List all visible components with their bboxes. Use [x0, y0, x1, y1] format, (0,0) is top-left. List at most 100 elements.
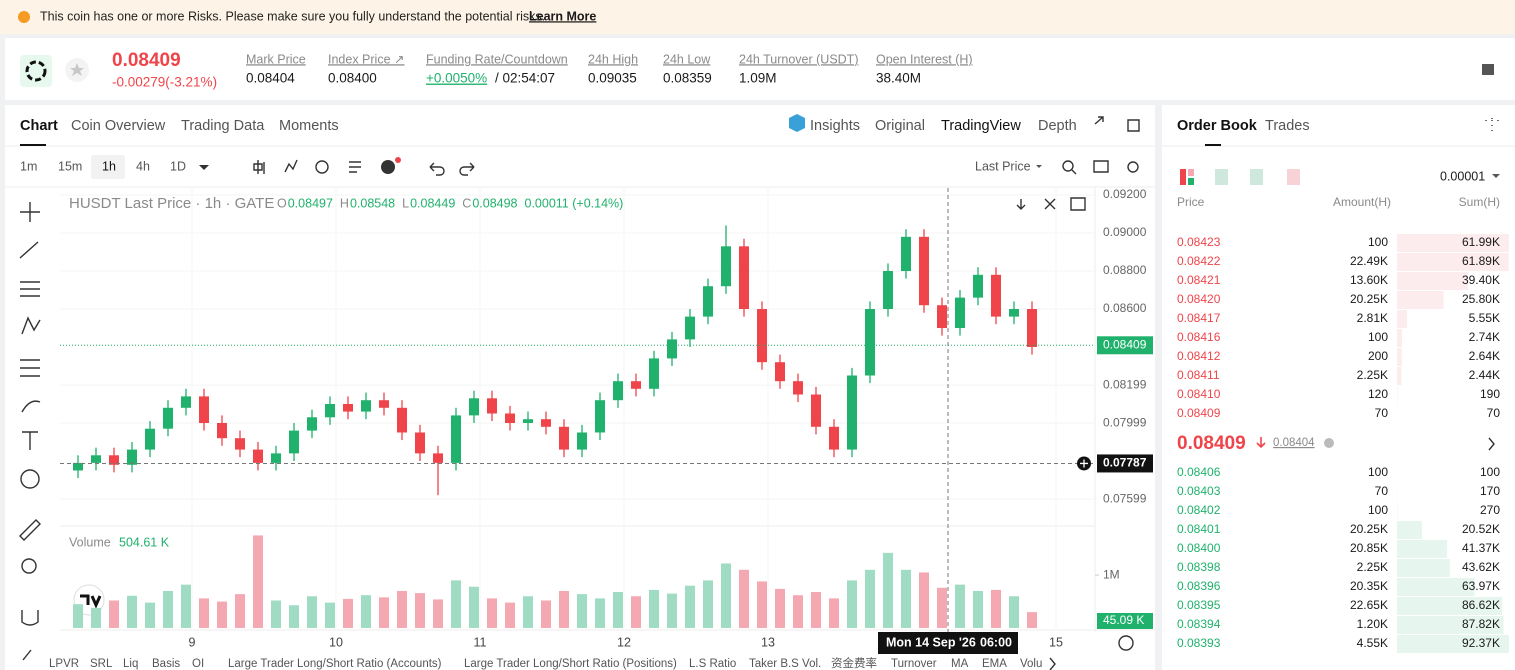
order-book-tab[interactable]: Order Book [1177, 118, 1258, 134]
volume-bar [613, 592, 623, 628]
interval[interactable]: 1h [102, 159, 116, 173]
replay-icon[interactable] [315, 160, 329, 174]
mode-icon[interactable] [1287, 169, 1300, 185]
mark-price: 0.08404 [1273, 437, 1315, 449]
indicator-tab[interactable]: SRL [90, 658, 113, 670]
order-price[interactable]: 0.08422 [1177, 254, 1221, 268]
mode-icon[interactable] [1215, 169, 1228, 185]
template-icon[interactable] [349, 161, 361, 173]
interval[interactable]: 15m [58, 159, 82, 173]
candles-icon[interactable] [253, 160, 265, 174]
indicator-tab[interactable]: L.S Ratio [689, 658, 736, 670]
chart-tab[interactable]: Moments [279, 118, 339, 134]
depth-bar [1397, 253, 1509, 271]
candle-body [109, 455, 119, 465]
volume-bar [703, 580, 713, 628]
indicator-tab[interactable]: 资金费率 [831, 656, 877, 670]
scroll-right[interactable] [1049, 657, 1056, 670]
emoji-tool[interactable] [20, 469, 40, 489]
panel-icons[interactable] [1094, 116, 1140, 132]
order-price[interactable]: 0.08400 [1177, 541, 1221, 555]
candle-body [577, 432, 587, 450]
order-sum: 86.62K [1462, 598, 1500, 612]
order-price[interactable]: 0.08395 [1177, 598, 1221, 612]
chart-tab[interactable]: Trading Data [181, 118, 265, 134]
candle-body [523, 419, 533, 423]
add-indicator-icon[interactable] [381, 160, 395, 174]
view-tab[interactable]: TradingView [941, 118, 1021, 134]
precision[interactable]: 0.00001 [1440, 169, 1485, 183]
notes-icon[interactable] [1482, 64, 1494, 75]
order-price[interactable]: 0.08411 [1177, 368, 1220, 382]
more-tools[interactable] [19, 519, 41, 661]
dropdown-icon[interactable] [199, 165, 209, 170]
order-book-tab[interactable]: Trades [1265, 118, 1310, 134]
header-amount: Amount(H) [1333, 195, 1391, 209]
volume-bar [649, 589, 659, 628]
volume-bar [955, 584, 965, 628]
indicator-tab[interactable]: Volu [1020, 658, 1042, 670]
order-price[interactable]: 0.08403 [1177, 484, 1221, 498]
order-price[interactable]: 0.08393 [1177, 636, 1221, 650]
search-icon[interactable] [1062, 160, 1074, 172]
order-price[interactable]: 0.08409 [1177, 406, 1221, 420]
x-tick-label: 9 [189, 635, 196, 649]
redo-icon[interactable] [459, 162, 475, 176]
order-price[interactable]: 0.08398 [1177, 560, 1221, 574]
learn-more-link[interactable]: Learn More [529, 9, 596, 23]
volume-bar [883, 552, 893, 628]
view-tab[interactable]: Depth [1038, 118, 1077, 134]
indicator-tab[interactable]: Basis [152, 658, 180, 670]
order-price[interactable]: 0.08402 [1177, 503, 1221, 517]
mode-both[interactable] [1180, 169, 1186, 185]
price-type[interactable]: Last Price [975, 159, 1031, 173]
stat-value: 1.09M [739, 71, 777, 86]
order-price[interactable]: 0.08410 [1177, 387, 1221, 401]
indicator-tab[interactable]: MA [951, 658, 969, 670]
indicator-tab[interactable]: Turnover [891, 658, 937, 670]
indicator-tab[interactable]: Large Trader Long/Short Ratio (Accounts) [228, 658, 442, 670]
indicator-tab[interactable]: Large Trader Long/Short Ratio (Positions… [464, 658, 677, 670]
order-price[interactable]: 0.08394 [1177, 617, 1221, 631]
stat-label: 24h Turnover (USDT) [739, 52, 858, 66]
undo-icon[interactable] [429, 162, 445, 176]
view-tab[interactable]: Original [875, 118, 925, 134]
order-price[interactable]: 0.08421 [1177, 273, 1221, 287]
indicator-icon[interactable] [284, 159, 298, 173]
precision-dropdown[interactable] [1492, 174, 1500, 178]
chart-tab[interactable]: Coin Overview [71, 118, 166, 134]
chart-controls[interactable] [1016, 197, 1086, 211]
volume-bar [721, 563, 731, 628]
zoom-tool[interactable] [21, 558, 37, 574]
indicator-tab[interactable]: LPVR [49, 658, 79, 670]
order-price[interactable]: 0.08420 [1177, 292, 1221, 306]
y-tick-label: 0.09200 [1103, 187, 1147, 201]
indicator-tab[interactable]: Taker B.S Vol. [749, 658, 821, 670]
order-sum: 25.80K [1462, 292, 1500, 306]
order-price[interactable]: 0.08416 [1177, 330, 1221, 344]
mode-icon[interactable] [1250, 169, 1263, 185]
interval[interactable]: 1m [20, 159, 37, 173]
interval[interactable]: 4h [136, 159, 150, 173]
volume-bar [217, 601, 227, 628]
stat-value: 0.09035 [588, 71, 637, 86]
settings-icon[interactable] [1127, 161, 1139, 173]
menu-icons[interactable] [1485, 118, 1499, 451]
order-price[interactable]: 0.08396 [1177, 579, 1221, 593]
indicator-tab[interactable]: Liq [123, 658, 138, 670]
indicator-tab[interactable]: OI [192, 658, 204, 670]
interval[interactable]: 1D [170, 159, 186, 173]
view-tab[interactable]: Insights [810, 118, 860, 134]
order-price[interactable]: 0.08423 [1177, 235, 1221, 249]
order-price[interactable]: 0.08417 [1177, 311, 1221, 325]
candle-body [793, 381, 803, 395]
coin-logo [20, 55, 52, 87]
order-price[interactable]: 0.08401 [1177, 522, 1221, 536]
indicator-tab[interactable]: EMA [982, 658, 1007, 670]
order-price[interactable]: 0.08406 [1177, 465, 1221, 479]
chart-tab[interactable]: Chart [20, 118, 58, 134]
time-settings[interactable] [1118, 635, 1134, 651]
order-price[interactable]: 0.08412 [1177, 349, 1221, 363]
order-amount: 200 [1368, 349, 1388, 363]
price-type-dropdown[interactable] [1036, 165, 1042, 168]
